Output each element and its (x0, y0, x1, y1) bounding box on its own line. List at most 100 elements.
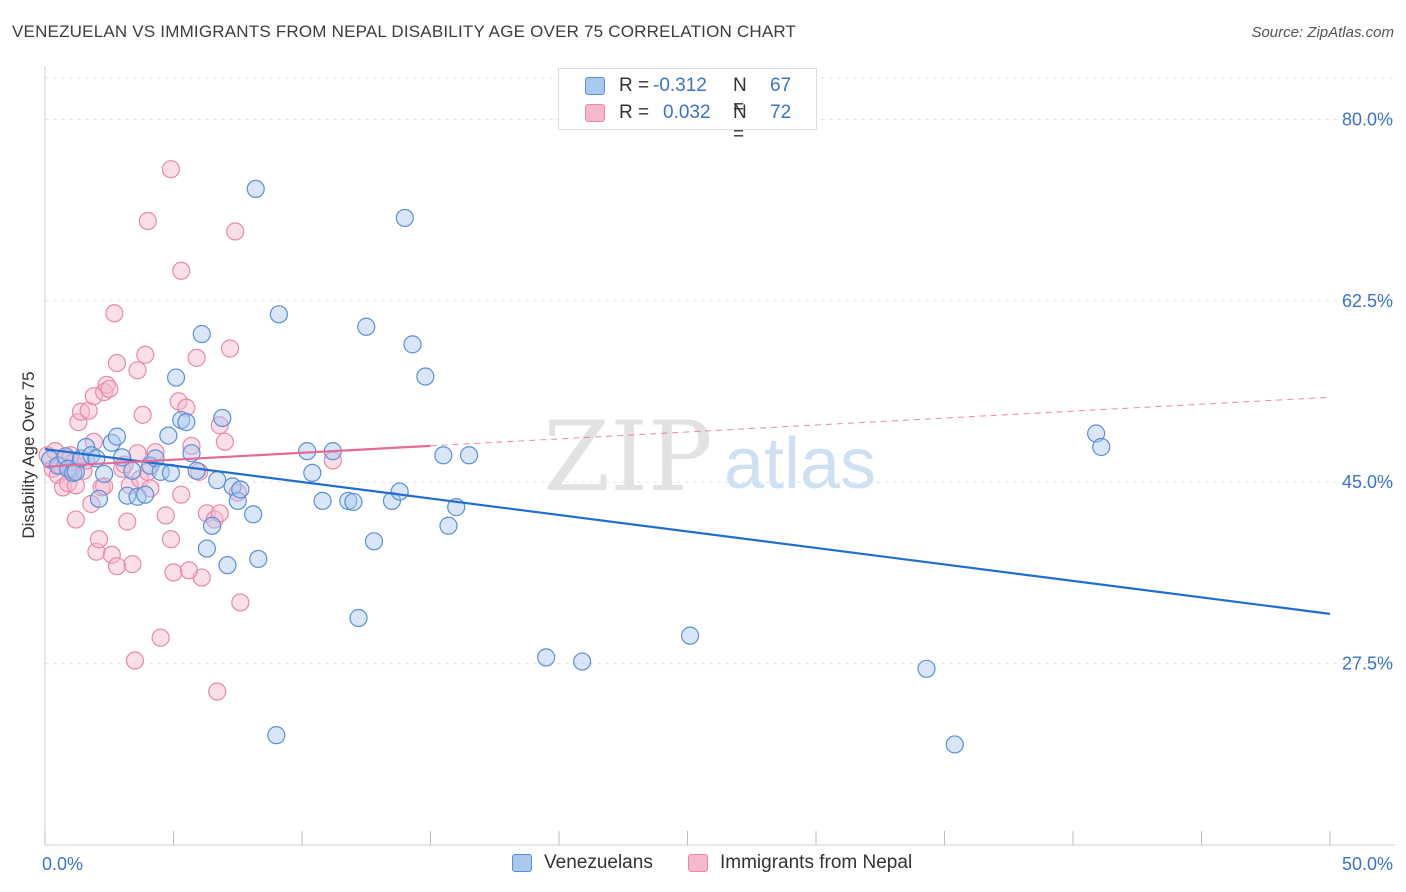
nepal-point (71, 402, 91, 421)
axis-labels: 27.5% 45.0% 62.5% 80.0% 0.0% 50.0% Disability … (19, 109, 1393, 874)
legend-n-label: N = (733, 102, 747, 145)
venezuelan-point (459, 446, 479, 465)
nepal-point (179, 561, 199, 580)
nepal-point (123, 555, 142, 574)
venezuelan-point (303, 463, 322, 483)
venezuelan-point (403, 335, 422, 354)
legend-swatch-pink (585, 104, 605, 122)
venezuelan-point (945, 735, 964, 754)
nepal-point (172, 485, 191, 504)
venezuelan-point (244, 505, 263, 524)
venezuelan-point (269, 305, 288, 324)
nepal-point (66, 510, 85, 529)
grid-lines (45, 77, 1395, 665)
venezuelan-point (231, 480, 250, 499)
nepal-point (208, 682, 227, 701)
bottom-legend-label: Immigrants from Nepal (720, 852, 913, 873)
nepal-point (133, 405, 152, 424)
bottom-swatch-pink (688, 854, 708, 872)
nepal-points (38, 160, 342, 701)
nepal-point (187, 348, 206, 367)
watermark: ZIP atlas (543, 401, 876, 513)
venezuelan-point (395, 208, 414, 228)
nepal-point (151, 628, 170, 647)
venezuelan-point (159, 426, 178, 445)
y-tick-label: 45.0% (1342, 472, 1393, 492)
venezuelan-point (917, 659, 936, 678)
nepal-point (220, 339, 240, 358)
watermark-zip: ZIP (543, 401, 712, 513)
nepal-point (84, 387, 103, 406)
venezuelan-point (123, 461, 142, 480)
legend-r-value: 0.032 (663, 102, 711, 123)
x-tick-label: 0.0% (42, 854, 83, 874)
axes (44, 66, 1395, 846)
legend-n-value: 67 (770, 75, 792, 96)
y-tick-label: 27.5% (1342, 654, 1393, 674)
venezuelan-point (680, 626, 700, 645)
legend-n-value: 72 (770, 102, 792, 123)
nepal-point (164, 563, 183, 582)
venezuelan-point (213, 408, 232, 428)
nepal-point (210, 416, 229, 435)
legend-r-label: R = (619, 102, 650, 123)
nepal-trend-line (44, 444, 431, 468)
nepal-point (107, 353, 127, 373)
venezuelan-point (136, 485, 155, 504)
venezuelan-point (197, 539, 217, 558)
nepal-point (136, 345, 155, 364)
venezuelan-point (246, 179, 265, 199)
venezuelan-point (187, 461, 206, 480)
venezuelan-point (95, 464, 114, 484)
nepal-point (69, 413, 88, 432)
nepal-point (138, 211, 157, 231)
y-tick-label: 80.0% (1342, 109, 1393, 129)
nepal-point (231, 593, 250, 612)
venezuelan-point (267, 726, 286, 745)
nepal-point (161, 530, 181, 549)
venezuelan-point (364, 532, 384, 551)
venezuelan-point (390, 482, 409, 501)
venezuelan-point (1087, 424, 1106, 443)
correlation-legend: R = -0.312 N = 67 R = 0.032 N = 72 (558, 68, 817, 145)
legend-n-label: N = (733, 75, 747, 118)
venezuelan-point (573, 652, 592, 671)
venezuelan-trend-line (44, 447, 1331, 615)
nepal-point (182, 436, 201, 456)
bottom-legend-label: Venezuelans (544, 852, 653, 873)
venezuelan-point (416, 367, 435, 386)
trend-lines (44, 396, 1331, 615)
nepal-point (95, 382, 114, 402)
venezuelan-point (228, 491, 247, 510)
nepal-point (161, 160, 181, 179)
venezuelan-point (89, 489, 109, 508)
venezuelan-point (382, 491, 402, 510)
nepal-trend-line-extension (430, 396, 1331, 447)
venezuelan-point (107, 427, 127, 446)
legend-r-label: R = (619, 75, 650, 96)
nepal-point (89, 530, 109, 549)
chart-title: VENEZUELAN VS IMMIGRANTS FROM NEPAL DISA… (12, 22, 797, 41)
nepal-point (215, 432, 234, 451)
x-tick-label: 50.0% (1342, 854, 1393, 874)
venezuelan-point (344, 492, 363, 512)
venezuelan-point (177, 413, 196, 432)
venezuelan-point (537, 648, 556, 667)
venezuelan-point (218, 556, 237, 575)
venezuelan-point (349, 608, 368, 628)
nepal-point (107, 557, 127, 576)
y-axis-title: Disability Age Over 75 (19, 371, 38, 538)
venezuelan-point (249, 549, 268, 569)
venezuelan-point (208, 471, 227, 490)
legend-r-value: -0.312 (653, 75, 707, 96)
nepal-point (156, 506, 175, 525)
nepal-point (100, 379, 119, 399)
nepal-point (105, 304, 124, 323)
source-label: Source: ZipAtlas.com (1251, 24, 1394, 41)
venezuelan-point (434, 446, 453, 465)
venezuelan-point (66, 462, 85, 481)
bottom-swatch-blue (512, 854, 532, 872)
legend-swatch-blue (585, 77, 605, 95)
y-tick-label: 62.5% (1342, 291, 1393, 311)
